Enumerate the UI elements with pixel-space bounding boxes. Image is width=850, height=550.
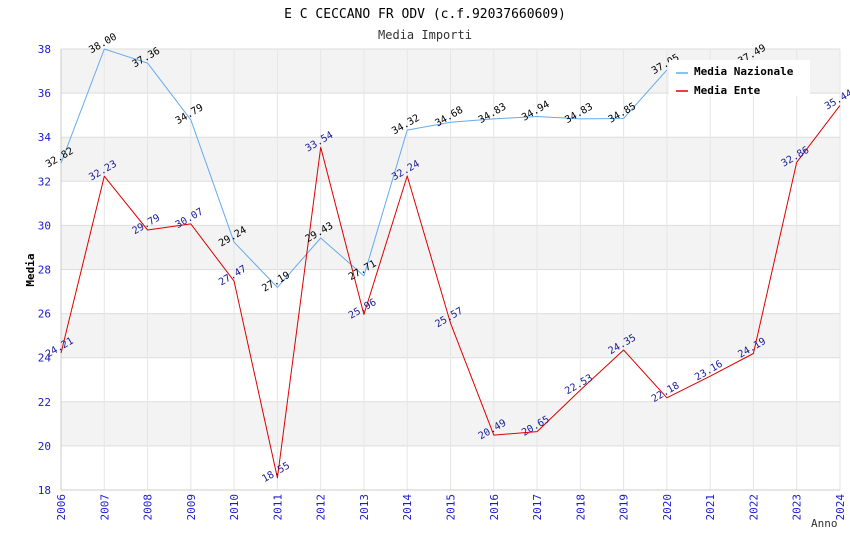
x-tick-label: 2008: [142, 494, 155, 521]
x-tick-label: 2006: [55, 494, 68, 521]
x-tick-label: 2015: [445, 494, 458, 521]
x-tick-label: 2022: [747, 494, 760, 521]
chart-subtitle: Media Importi: [378, 28, 472, 42]
x-tick-label: 2009: [185, 494, 198, 521]
x-tick-label: 2012: [315, 494, 328, 521]
x-tick-label: 2020: [661, 494, 674, 521]
y-tick-label: 38: [38, 43, 51, 56]
x-tick-label: 2018: [574, 494, 587, 521]
x-tick-label: 2014: [401, 494, 414, 521]
y-tick-label: 26: [38, 308, 51, 321]
x-tick-label: 2013: [358, 494, 371, 521]
series-line-ente: [60, 105, 841, 479]
gridlines: [60, 48, 841, 491]
y-tick-label: 30: [38, 219, 51, 232]
y-tick-label: 36: [38, 87, 51, 100]
legend-label-ente: Media Ente: [694, 84, 761, 97]
y-tick-label: 28: [38, 264, 51, 277]
legend-box: [669, 60, 810, 96]
x-tick-label: 2021: [704, 494, 717, 521]
y-axis-ticks: 18 20 22 24 26 28 30 32 34 36 38: [38, 43, 52, 497]
x-tick-label: 2010: [228, 494, 241, 521]
x-tick-label: 2011: [271, 494, 284, 521]
x-tick-label: 2023: [791, 494, 804, 521]
x-axis-ticks: 2006 2007 2008 2009 2010 2011 2012 2013 2014 2015…: [55, 494, 847, 521]
y-tick-label: 32: [38, 175, 51, 188]
x-tick-label: 2024: [834, 494, 847, 521]
series-line-nazionale: [60, 48, 668, 288]
y-tick-label: 22: [38, 396, 51, 409]
x-tick-label: 2019: [618, 494, 631, 521]
chart-title: E C CECCANO FR ODV (c.f.92037660609): [284, 7, 566, 22]
x-tick-label: 2017: [531, 494, 544, 521]
legend-label-nazionale: Media Nazionale: [694, 65, 794, 78]
y-axis-label: Media: [24, 253, 37, 286]
x-axis-label: Anno: [811, 517, 838, 530]
y-tick-label: 34: [38, 131, 52, 144]
y-tick-label: 24: [38, 352, 52, 365]
series-lines: [60, 48, 841, 479]
x-tick-label: 2016: [488, 494, 501, 521]
y-tick-label: 18: [38, 484, 51, 497]
y-tick-label: 20: [38, 440, 51, 453]
x-tick-label: 2007: [98, 494, 111, 521]
legend: Media Nazionale Media Ente: [669, 60, 810, 97]
